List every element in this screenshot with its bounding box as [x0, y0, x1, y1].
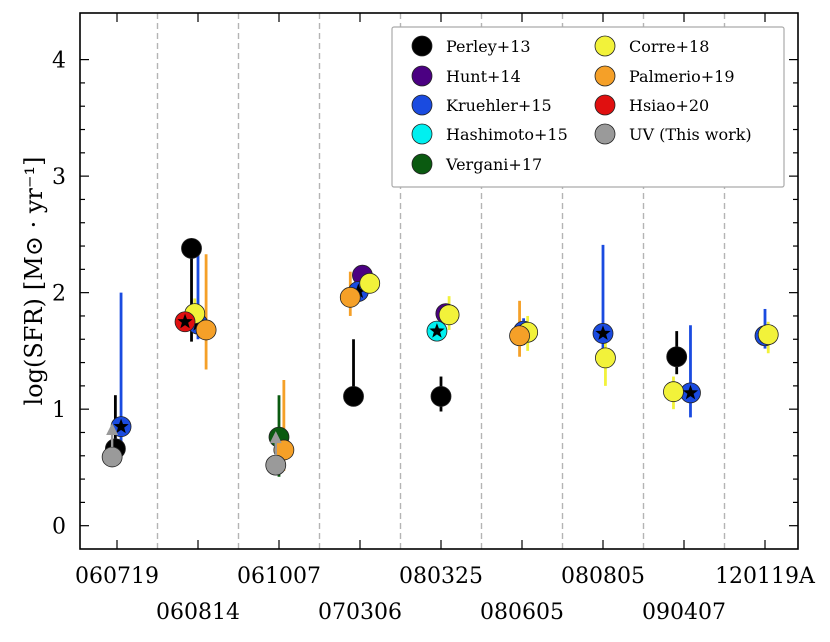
- x-tick-label: 090407: [642, 600, 726, 625]
- data-point: [430, 385, 452, 407]
- star-marker-icon: [177, 313, 193, 329]
- data-point: [595, 347, 616, 369]
- plot-frame: [79, 12, 799, 550]
- x-tick-label: 070306: [318, 600, 402, 625]
- legend-marker: [411, 123, 433, 145]
- star-marker-icon: [595, 325, 611, 340]
- axis-ticks: 0 1 2 3 4 060719 061007 080325 080805 120119A 0608…: [52, 13, 816, 625]
- legend-marker: [594, 94, 616, 116]
- star-marker-icon: [429, 323, 445, 338]
- legend-marker: [594, 123, 616, 145]
- y-axis-title-unit: [M⊙ · yr⁻¹]: [20, 156, 48, 290]
- x-tick-label: 060814: [156, 600, 240, 625]
- legend-label: Hashimoto+15: [446, 125, 568, 144]
- data-point: [343, 385, 364, 407]
- x-tick-label: 061007: [237, 564, 321, 589]
- data-point: [181, 237, 202, 259]
- x-tick-label: 080605: [480, 600, 564, 625]
- x-tick-label: 080805: [561, 564, 645, 589]
- legend-label: Corre+18: [629, 37, 709, 56]
- legend-marker: [594, 35, 616, 57]
- y-tick-label: 0: [52, 515, 66, 540]
- legend-marker: [411, 65, 433, 87]
- data-point: [663, 381, 684, 403]
- data-point: [509, 325, 530, 347]
- legend-marker: [411, 153, 433, 175]
- y-tick-label: 4: [52, 49, 66, 74]
- legend-label: Kruehler+15: [446, 96, 552, 115]
- legend-label: Palmerio+19: [629, 67, 735, 86]
- legend-label: UV (This work): [629, 125, 752, 144]
- data-point: [265, 454, 287, 476]
- lower-limit-arrow-icon: [269, 431, 282, 444]
- y-tick-label: 1: [52, 398, 66, 423]
- star-marker-icon: [682, 384, 699, 400]
- legend-marker: [594, 65, 616, 87]
- data-point: [438, 304, 460, 326]
- star-marker-icon: [350, 283, 366, 298]
- y-axis-title: log(SFR) [M⊙ · yr⁻¹]: [20, 156, 48, 405]
- legend: Perley+13 Hunt+14 Kruehler+15 Hashimoto+15 V…: [391, 26, 785, 188]
- legend-label: Vergani+17: [445, 155, 542, 174]
- x-tick-label: 120119A: [715, 564, 816, 589]
- legend-label: Hsiao+20: [629, 96, 709, 115]
- star-marker-icon: [113, 418, 129, 434]
- legend-label: Hunt+14: [446, 67, 521, 86]
- data-point: [359, 272, 381, 294]
- y-tick-label: 3: [52, 165, 66, 190]
- legend-marker: [411, 94, 433, 116]
- y-axis-title-text: log(SFR): [20, 298, 48, 405]
- plot-area: [101, 13, 779, 549]
- x-tick-label: 080325: [399, 564, 483, 589]
- data-point: [339, 286, 361, 308]
- legend-marker: [411, 35, 433, 57]
- data-point: [195, 319, 217, 341]
- data-point: [757, 324, 779, 346]
- x-tick-label: 060719: [75, 564, 159, 589]
- legend-box: [391, 26, 785, 188]
- data-point: [666, 346, 688, 368]
- data-point: [101, 446, 123, 468]
- legend-label: Perley+13: [446, 37, 531, 56]
- lower-limit-arrow-icon: [106, 422, 119, 435]
- y-tick-label: 2: [52, 282, 66, 307]
